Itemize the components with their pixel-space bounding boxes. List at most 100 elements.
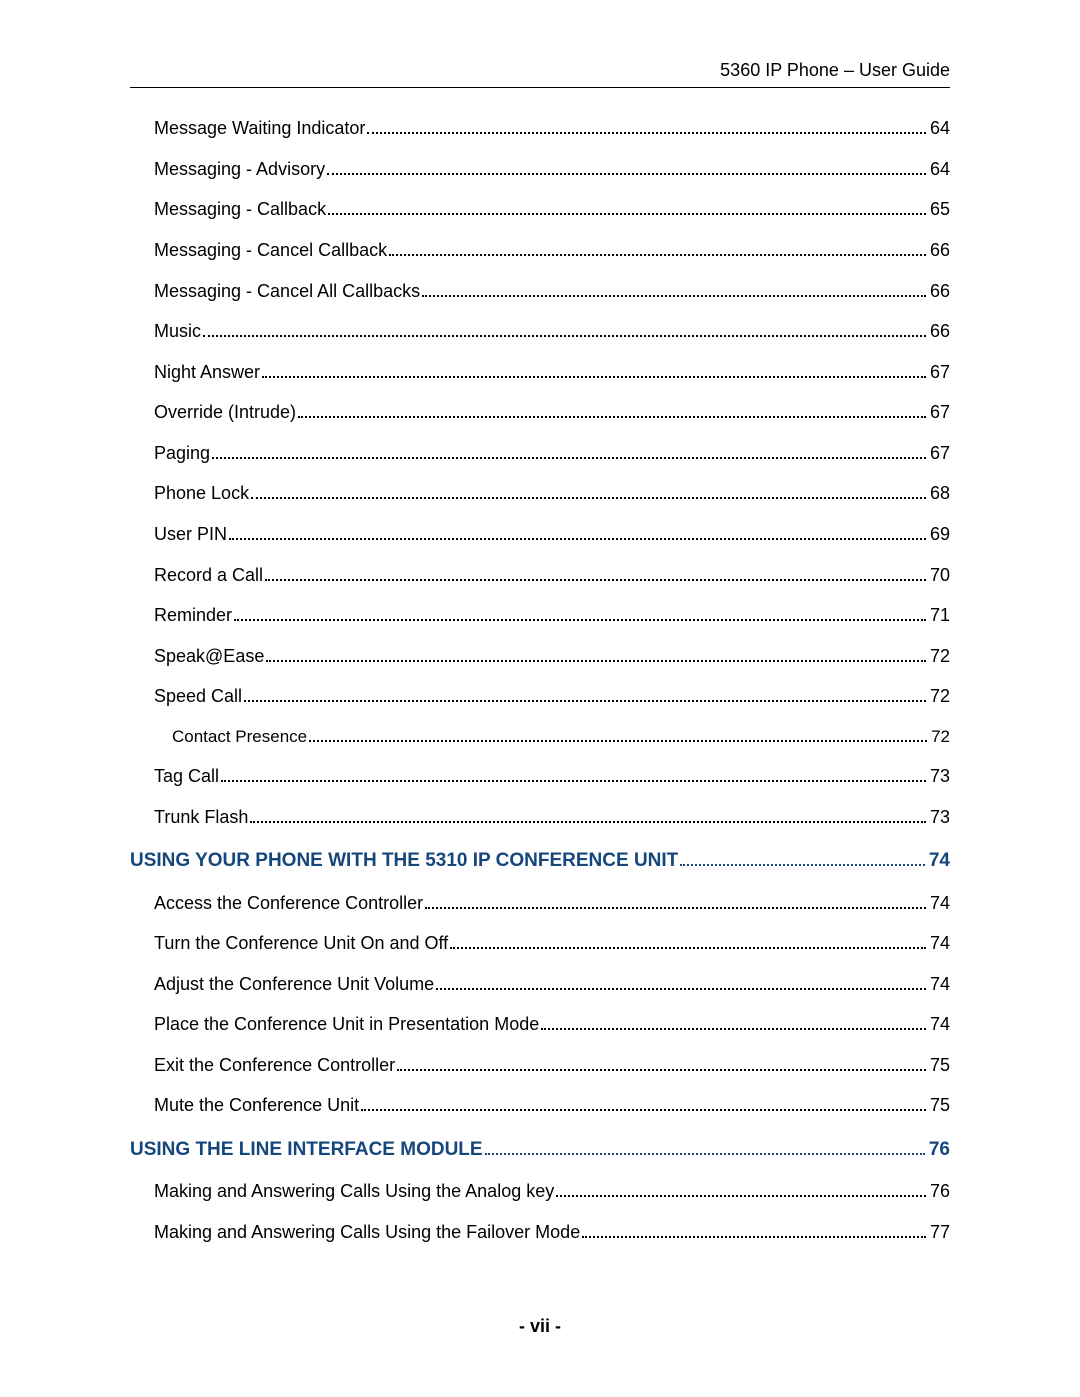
toc-entry: Messaging - Advisory 64 bbox=[154, 157, 950, 182]
toc-entry-page: 66 bbox=[930, 320, 950, 343]
toc-entry-label: Adjust the Conference Unit Volume bbox=[154, 973, 434, 996]
toc-entry-page: 66 bbox=[930, 280, 950, 303]
toc-leader-dots bbox=[556, 1179, 926, 1197]
toc-entry-label: Reminder bbox=[154, 604, 232, 627]
toc-entry-page: 64 bbox=[930, 158, 950, 181]
toc-entry-label: Music bbox=[154, 320, 201, 343]
toc-leader-dots bbox=[327, 157, 926, 175]
document-page: 5360 IP Phone – User Guide Message Waiti… bbox=[0, 0, 1080, 1397]
toc-leader-dots bbox=[234, 603, 926, 621]
toc-entry: Adjust the Conference Unit Volume 74 bbox=[154, 971, 950, 996]
toc-entry-label: Night Answer bbox=[154, 361, 260, 384]
toc-entry-page: 76 bbox=[929, 1139, 950, 1161]
toc-leader-dots bbox=[397, 1053, 926, 1071]
toc-leader-dots bbox=[298, 400, 926, 418]
toc-entry-label: Mute the Conference Unit bbox=[154, 1094, 359, 1117]
toc-entry-label: USING YOUR PHONE WITH THE 5310 IP CONFER… bbox=[130, 850, 678, 872]
toc-entry: Messaging - Callback65 bbox=[154, 197, 950, 222]
toc-entry-page: 73 bbox=[930, 765, 950, 788]
toc-entry-page: 75 bbox=[930, 1094, 950, 1117]
toc-entry: Message Waiting Indicator 64 bbox=[154, 116, 950, 141]
toc-entry-label: Making and Answering Calls Using the Ana… bbox=[154, 1180, 554, 1203]
toc-entry-label: Paging bbox=[154, 442, 210, 465]
toc-entry-label: Speak@Ease bbox=[154, 645, 264, 668]
toc-leader-dots bbox=[250, 805, 926, 823]
toc-leader-dots bbox=[425, 890, 926, 908]
toc-entry-page: 71 bbox=[930, 604, 950, 627]
toc-entry-page: 68 bbox=[930, 482, 950, 505]
toc-entry-label: User PIN bbox=[154, 523, 227, 546]
toc-entry: Mute the Conference Unit 75 bbox=[154, 1093, 950, 1118]
toc-leader-dots bbox=[541, 1012, 926, 1030]
toc-entry: Record a Call 70 bbox=[154, 562, 950, 587]
toc-entry-label: Messaging - Cancel All Callbacks bbox=[154, 280, 420, 303]
toc-leader-dots bbox=[309, 725, 927, 742]
toc-entry-page: 70 bbox=[930, 564, 950, 587]
toc-entry: Paging67 bbox=[154, 441, 950, 466]
toc-entry: Making and Answering Calls Using the Fai… bbox=[154, 1219, 950, 1244]
toc-entry-page: 74 bbox=[929, 850, 950, 872]
toc-entry: Access the Conference Controller74 bbox=[154, 890, 950, 915]
toc-leader-dots bbox=[328, 197, 926, 215]
toc-leader-dots bbox=[389, 238, 926, 256]
toc-entry: Messaging - Cancel All Callbacks 66 bbox=[154, 278, 950, 303]
toc-entry-page: 72 bbox=[930, 685, 950, 708]
toc-entry-page: 75 bbox=[930, 1054, 950, 1077]
toc-leader-dots bbox=[450, 931, 926, 949]
toc-entry: Speed Call72 bbox=[154, 684, 950, 709]
toc-entry-page: 64 bbox=[930, 117, 950, 140]
toc-leader-dots bbox=[680, 847, 925, 866]
toc-entry: Messaging - Cancel Callback66 bbox=[154, 238, 950, 263]
toc-entry-page: 67 bbox=[930, 401, 950, 424]
toc-entry-page: 69 bbox=[930, 523, 950, 546]
toc-leader-dots bbox=[367, 116, 926, 134]
toc-entry-label: Contact Presence bbox=[172, 726, 307, 748]
toc-entry: Music 66 bbox=[154, 319, 950, 344]
toc-entry-page: 72 bbox=[931, 726, 950, 748]
toc-entry: Exit the Conference Controller 75 bbox=[154, 1053, 950, 1078]
toc-entry-label: Messaging - Advisory bbox=[154, 158, 325, 181]
toc-leader-dots bbox=[229, 522, 926, 540]
toc-leader-dots bbox=[485, 1136, 925, 1155]
toc-entry-label: Messaging - Callback bbox=[154, 198, 326, 221]
toc-entry-page: 76 bbox=[930, 1180, 950, 1203]
page-footer: - vii - bbox=[0, 1316, 1080, 1337]
toc-entry-label: USING THE LINE INTERFACE MODULE bbox=[130, 1139, 483, 1161]
toc-leader-dots bbox=[251, 481, 926, 499]
toc-entry-label: Record a Call bbox=[154, 564, 263, 587]
page-header: 5360 IP Phone – User Guide bbox=[130, 60, 950, 88]
toc-entry: Trunk Flash73 bbox=[154, 805, 950, 830]
toc-leader-dots bbox=[203, 319, 926, 337]
toc-leader-dots bbox=[265, 562, 926, 580]
toc-entry-label: Making and Answering Calls Using the Fai… bbox=[154, 1221, 580, 1244]
toc-subentry: Contact Presence 72 bbox=[154, 725, 950, 748]
toc-entry-label: Phone Lock bbox=[154, 482, 249, 505]
toc-leader-dots bbox=[221, 764, 926, 782]
toc-leader-dots bbox=[582, 1219, 926, 1237]
toc-entry: User PIN 69 bbox=[154, 522, 950, 547]
toc-entry: Phone Lock 68 bbox=[154, 481, 950, 506]
toc-entry-label: Exit the Conference Controller bbox=[154, 1054, 395, 1077]
toc-entry-page: 72 bbox=[930, 645, 950, 668]
toc-leader-dots bbox=[244, 684, 926, 702]
toc-leader-dots bbox=[422, 278, 926, 296]
toc-entry-label: Trunk Flash bbox=[154, 806, 248, 829]
toc-entry: Reminder 71 bbox=[154, 603, 950, 628]
toc-entry: Turn the Conference Unit On and Off 74 bbox=[154, 931, 950, 956]
toc-entry: Speak@Ease 72 bbox=[154, 644, 950, 669]
toc-entry-label: Message Waiting Indicator bbox=[154, 117, 365, 140]
toc-entry-label: Turn the Conference Unit On and Off bbox=[154, 932, 448, 955]
toc-section-heading: USING THE LINE INTERFACE MODULE 76 bbox=[130, 1136, 950, 1161]
toc-leader-dots bbox=[361, 1093, 926, 1111]
toc-entry-label: Tag Call bbox=[154, 765, 219, 788]
table-of-contents: Message Waiting Indicator64Messaging - A… bbox=[130, 116, 950, 1244]
toc-entry-page: 74 bbox=[930, 932, 950, 955]
toc-entry-page: 67 bbox=[930, 361, 950, 384]
footer-text: - vii - bbox=[519, 1316, 561, 1336]
toc-leader-dots bbox=[212, 441, 926, 459]
toc-entry: Place the Conference Unit in Presentatio… bbox=[154, 1012, 950, 1037]
toc-entry-page: 74 bbox=[930, 1013, 950, 1036]
toc-entry-page: 74 bbox=[930, 973, 950, 996]
toc-leader-dots bbox=[436, 971, 926, 989]
toc-entry: Tag Call 73 bbox=[154, 764, 950, 789]
